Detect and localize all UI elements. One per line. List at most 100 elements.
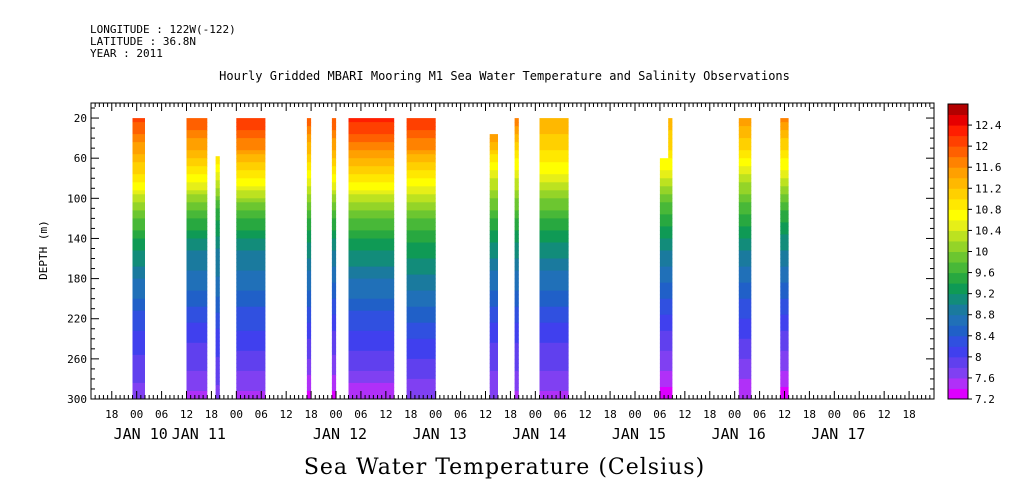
heatmap-cell [738, 154, 752, 159]
x-tick-label: 18 [803, 408, 816, 421]
heatmap-cell [306, 122, 312, 127]
heatmap-cell [132, 338, 145, 344]
heatmap-cell [331, 154, 337, 159]
heatmap-cell [738, 246, 752, 252]
heatmap-cell [780, 318, 789, 324]
heatmap-cell [539, 158, 569, 163]
heatmap-cell [186, 122, 208, 127]
colorbar-label: 10.8 [975, 203, 1002, 216]
x-tick-label: 06 [753, 408, 766, 421]
heatmap-cell [132, 190, 145, 195]
heatmap-cell [348, 310, 395, 316]
x-day-label: JAN 13 [413, 425, 467, 443]
heatmap-cell [331, 354, 337, 360]
heatmap-cell [132, 326, 145, 332]
heatmap-cell [659, 298, 673, 304]
heatmap-cell [186, 138, 208, 143]
heatmap-cell [186, 178, 208, 183]
heatmap-cell [514, 222, 519, 227]
heatmap-cell [331, 174, 337, 179]
heatmap-cell [539, 294, 569, 300]
heatmap-cell [738, 298, 752, 304]
heatmap-cell [215, 389, 220, 394]
heatmap-cell [668, 142, 673, 147]
heatmap-cell [306, 162, 312, 167]
heatmap-cell [186, 222, 208, 227]
heatmap-cell [406, 134, 436, 139]
heatmap-cell [489, 226, 498, 231]
heatmap-cell [489, 270, 498, 276]
heatmap-cell [331, 306, 337, 312]
heatmap-cell [738, 294, 752, 300]
heatmap-cell [514, 391, 519, 396]
heatmap-cell [659, 206, 673, 211]
heatmap-cell [489, 294, 498, 300]
heatmap-cell [406, 170, 436, 175]
colorbar-swatch [948, 293, 968, 305]
heatmap-cell [668, 122, 673, 127]
heatmap-cell [306, 382, 312, 388]
heatmap-cell [738, 218, 752, 223]
heatmap-cell [780, 294, 789, 300]
heatmap-cell [132, 387, 145, 392]
heatmap-cell [738, 170, 752, 175]
heatmap-cell [186, 130, 208, 135]
heatmap-cell [236, 218, 266, 223]
x-day-label: JAN 10 [114, 425, 168, 443]
heatmap-cell [539, 254, 569, 260]
heatmap-cell [348, 274, 395, 280]
heatmap-cell [348, 222, 395, 227]
heatmap-cell [780, 298, 789, 304]
heatmap-cell [306, 118, 312, 123]
heatmap-cell [539, 314, 569, 320]
heatmap-cell [738, 202, 752, 207]
heatmap-cell [539, 190, 569, 195]
heatmap-cell [514, 118, 519, 123]
heatmap-cell [738, 190, 752, 195]
heatmap-cell [659, 266, 673, 272]
heatmap-cell [738, 146, 752, 151]
heatmap-cell [514, 190, 519, 195]
heatmap-cell [186, 387, 208, 392]
heatmap-cell [236, 214, 266, 219]
heatmap-cell [539, 222, 569, 227]
x-day-label: JAN 11 [172, 425, 226, 443]
heatmap-cell [306, 314, 312, 320]
heatmap-cell [514, 202, 519, 207]
heatmap-cell [132, 270, 145, 276]
heatmap-cell [306, 210, 312, 215]
heatmap-cell [331, 330, 337, 336]
heatmap-cell [489, 362, 498, 368]
heatmap-cell [780, 170, 789, 175]
heatmap-cell [406, 270, 436, 276]
colorbar-swatch [948, 377, 968, 389]
heatmap-cell [668, 118, 673, 123]
heatmap-cell [236, 146, 266, 151]
heatmap-cell [215, 336, 220, 342]
heatmap-cell [348, 374, 395, 380]
heatmap-cell [331, 395, 337, 399]
heatmap-cell [215, 252, 220, 258]
heatmap-cell [489, 282, 498, 288]
heatmap-cell [132, 230, 145, 235]
heatmap-cell [738, 254, 752, 260]
heatmap-cell [348, 346, 395, 352]
heatmap-cell [186, 190, 208, 195]
heatmap-cell [236, 194, 266, 199]
heatmap-cell [306, 266, 312, 272]
heatmap-cell [348, 142, 395, 147]
heatmap-cell [514, 258, 519, 264]
heatmap-cell [406, 318, 436, 324]
heatmap-cell [738, 350, 752, 356]
heatmap-cell [406, 130, 436, 135]
x-tick-label: 12 [579, 408, 592, 421]
heatmap-cell [406, 274, 436, 280]
heatmap-cell [331, 342, 337, 348]
heatmap-cell [306, 130, 312, 135]
heatmap-cell [331, 222, 337, 227]
heatmap-cell [132, 262, 145, 268]
heatmap-cell [306, 262, 312, 268]
year-label: YEAR : 2011 [90, 47, 163, 60]
colorbar-swatch [948, 188, 968, 200]
colorbar-swatch [948, 240, 968, 252]
